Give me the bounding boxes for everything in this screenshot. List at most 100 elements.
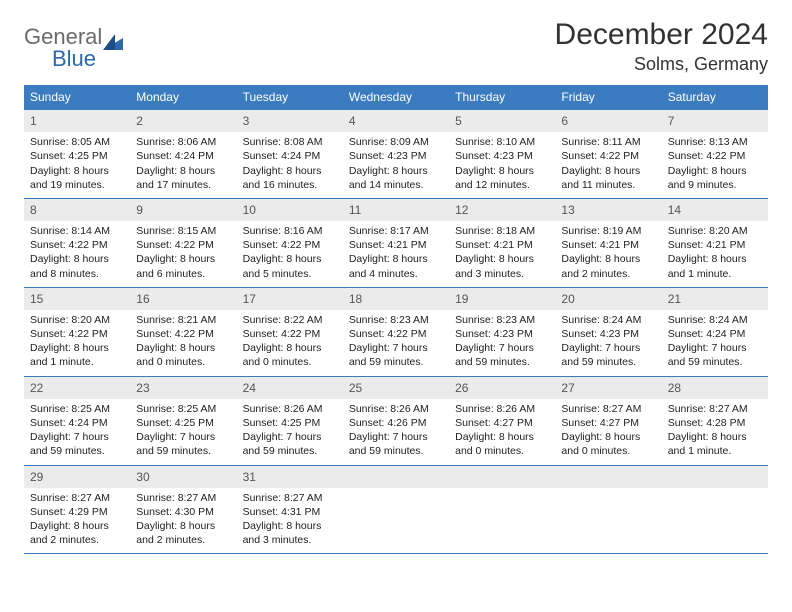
sunset-line: Sunset: 4:27 PM <box>455 416 549 430</box>
day-cell: 15Sunrise: 8:20 AMSunset: 4:22 PMDayligh… <box>24 288 130 376</box>
sunrise-line: Sunrise: 8:27 AM <box>30 491 124 505</box>
sunset-line: Sunset: 4:22 PM <box>668 149 762 163</box>
daylight-line: and 0 minutes. <box>243 355 337 369</box>
calendar-page: General Blue December 2024 Solms, German… <box>0 0 792 572</box>
sunrise-line: Sunrise: 8:16 AM <box>243 224 337 238</box>
sunset-line: Sunset: 4:28 PM <box>668 416 762 430</box>
day-number: 29 <box>24 466 130 488</box>
daylight-line: Daylight: 7 hours <box>668 341 762 355</box>
day-cell: 30Sunrise: 8:27 AMSunset: 4:30 PMDayligh… <box>130 466 236 554</box>
day-number: 31 <box>237 466 343 488</box>
day-body: Sunrise: 8:05 AMSunset: 4:25 PMDaylight:… <box>24 132 130 198</box>
daylight-line: Daylight: 8 hours <box>668 164 762 178</box>
day-cell <box>555 466 661 554</box>
day-body: Sunrise: 8:27 AMSunset: 4:31 PMDaylight:… <box>237 488 343 554</box>
day-cell: 9Sunrise: 8:15 AMSunset: 4:22 PMDaylight… <box>130 199 236 287</box>
sunrise-line: Sunrise: 8:26 AM <box>455 402 549 416</box>
sunset-line: Sunset: 4:21 PM <box>668 238 762 252</box>
day-number: 24 <box>237 377 343 399</box>
day-cell: 2Sunrise: 8:06 AMSunset: 4:24 PMDaylight… <box>130 110 236 198</box>
day-cell: 31Sunrise: 8:27 AMSunset: 4:31 PMDayligh… <box>237 466 343 554</box>
day-body: Sunrise: 8:23 AMSunset: 4:23 PMDaylight:… <box>449 310 555 376</box>
sunrise-line: Sunrise: 8:25 AM <box>136 402 230 416</box>
day-body: Sunrise: 8:06 AMSunset: 4:24 PMDaylight:… <box>130 132 236 198</box>
day-cell: 20Sunrise: 8:24 AMSunset: 4:23 PMDayligh… <box>555 288 661 376</box>
day-number: 9 <box>130 199 236 221</box>
day-body: Sunrise: 8:24 AMSunset: 4:23 PMDaylight:… <box>555 310 661 376</box>
day-body: Sunrise: 8:21 AMSunset: 4:22 PMDaylight:… <box>130 310 236 376</box>
sunset-line: Sunset: 4:31 PM <box>243 505 337 519</box>
sunset-line: Sunset: 4:21 PM <box>561 238 655 252</box>
day-number: 4 <box>343 110 449 132</box>
day-body: Sunrise: 8:10 AMSunset: 4:23 PMDaylight:… <box>449 132 555 198</box>
day-number-empty <box>662 466 768 488</box>
weekday-col: Monday <box>130 85 236 109</box>
daylight-line: and 1 minute. <box>668 444 762 458</box>
day-number: 14 <box>662 199 768 221</box>
daylight-line: Daylight: 8 hours <box>136 252 230 266</box>
daylight-line: and 4 minutes. <box>349 267 443 281</box>
day-number: 25 <box>343 377 449 399</box>
sunrise-line: Sunrise: 8:11 AM <box>561 135 655 149</box>
sunrise-line: Sunrise: 8:06 AM <box>136 135 230 149</box>
sunrise-line: Sunrise: 8:13 AM <box>668 135 762 149</box>
day-cell: 19Sunrise: 8:23 AMSunset: 4:23 PMDayligh… <box>449 288 555 376</box>
weeks-container: 1Sunrise: 8:05 AMSunset: 4:25 PMDaylight… <box>24 109 768 554</box>
daylight-line: Daylight: 8 hours <box>561 430 655 444</box>
title-block: December 2024 Solms, Germany <box>555 18 768 75</box>
daylight-line: Daylight: 8 hours <box>668 252 762 266</box>
day-cell: 10Sunrise: 8:16 AMSunset: 4:22 PMDayligh… <box>237 199 343 287</box>
day-number: 13 <box>555 199 661 221</box>
day-number: 5 <box>449 110 555 132</box>
sunrise-line: Sunrise: 8:27 AM <box>243 491 337 505</box>
sunset-line: Sunset: 4:25 PM <box>136 416 230 430</box>
daylight-line: Daylight: 8 hours <box>349 164 443 178</box>
sunrise-line: Sunrise: 8:17 AM <box>349 224 443 238</box>
daylight-line: Daylight: 7 hours <box>349 430 443 444</box>
day-body: Sunrise: 8:19 AMSunset: 4:21 PMDaylight:… <box>555 221 661 287</box>
day-body: Sunrise: 8:23 AMSunset: 4:22 PMDaylight:… <box>343 310 449 376</box>
day-body: Sunrise: 8:25 AMSunset: 4:24 PMDaylight:… <box>24 399 130 465</box>
daylight-line: Daylight: 7 hours <box>455 341 549 355</box>
sunset-line: Sunset: 4:22 PM <box>30 327 124 341</box>
daylight-line: and 11 minutes. <box>561 178 655 192</box>
day-body: Sunrise: 8:11 AMSunset: 4:22 PMDaylight:… <box>555 132 661 198</box>
weekday-col: Tuesday <box>237 85 343 109</box>
sunset-line: Sunset: 4:22 PM <box>561 149 655 163</box>
day-number: 19 <box>449 288 555 310</box>
sunrise-line: Sunrise: 8:27 AM <box>561 402 655 416</box>
sunset-line: Sunset: 4:21 PM <box>349 238 443 252</box>
daylight-line: Daylight: 8 hours <box>455 252 549 266</box>
daylight-line: and 1 minute. <box>668 267 762 281</box>
sunrise-line: Sunrise: 8:22 AM <box>243 313 337 327</box>
sunrise-line: Sunrise: 8:24 AM <box>668 313 762 327</box>
sunrise-line: Sunrise: 8:18 AM <box>455 224 549 238</box>
daylight-line: Daylight: 7 hours <box>349 341 443 355</box>
weekday-col: Friday <box>555 85 661 109</box>
sunset-line: Sunset: 4:22 PM <box>136 327 230 341</box>
day-number: 2 <box>130 110 236 132</box>
sunrise-line: Sunrise: 8:25 AM <box>30 402 124 416</box>
daylight-line: and 17 minutes. <box>136 178 230 192</box>
daylight-line: Daylight: 8 hours <box>243 252 337 266</box>
week-row: 1Sunrise: 8:05 AMSunset: 4:25 PMDaylight… <box>24 109 768 198</box>
daylight-line: and 8 minutes. <box>30 267 124 281</box>
page-header: General Blue December 2024 Solms, German… <box>24 18 768 75</box>
day-cell: 16Sunrise: 8:21 AMSunset: 4:22 PMDayligh… <box>130 288 236 376</box>
sunrise-line: Sunrise: 8:21 AM <box>136 313 230 327</box>
day-number: 17 <box>237 288 343 310</box>
location-label: Solms, Germany <box>555 54 768 75</box>
daylight-line: and 59 minutes. <box>561 355 655 369</box>
daylight-line: and 14 minutes. <box>349 178 443 192</box>
daylight-line: Daylight: 8 hours <box>243 519 337 533</box>
day-cell: 11Sunrise: 8:17 AMSunset: 4:21 PMDayligh… <box>343 199 449 287</box>
day-number: 27 <box>555 377 661 399</box>
sunset-line: Sunset: 4:22 PM <box>243 327 337 341</box>
sunset-line: Sunset: 4:21 PM <box>455 238 549 252</box>
day-cell: 27Sunrise: 8:27 AMSunset: 4:27 PMDayligh… <box>555 377 661 465</box>
sunrise-line: Sunrise: 8:24 AM <box>561 313 655 327</box>
sunrise-line: Sunrise: 8:27 AM <box>136 491 230 505</box>
month-title: December 2024 <box>555 18 768 52</box>
logo: General Blue <box>24 24 123 72</box>
day-cell: 28Sunrise: 8:27 AMSunset: 4:28 PMDayligh… <box>662 377 768 465</box>
